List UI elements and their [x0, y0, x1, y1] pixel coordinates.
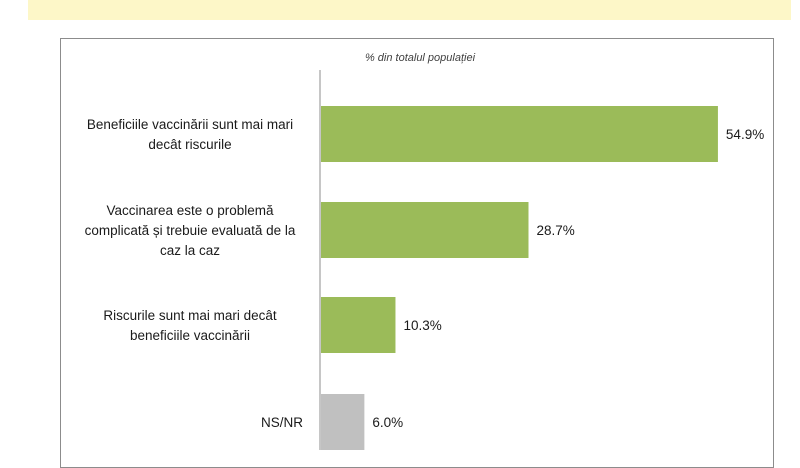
- value-label-4: 6.0%: [372, 415, 403, 430]
- category-label-line: NS/NR: [261, 415, 303, 430]
- value-label-3: 10.3%: [403, 318, 441, 333]
- category-label-line: Vaccinarea este o problemă: [106, 203, 274, 218]
- category-label-4: NS/NR: [261, 415, 303, 430]
- chart-subtitle: % din totalul populației: [365, 52, 476, 64]
- top-banner: [28, 0, 791, 20]
- value-label-1: 54.9%: [726, 127, 764, 142]
- value-label-2: 28.7%: [537, 223, 575, 238]
- category-label-line: beneficiile vaccinării: [130, 328, 250, 343]
- category-label-line: Riscurile sunt mai mari decât: [103, 308, 277, 323]
- category-label-line: caz la caz: [160, 243, 220, 258]
- category-label-line: Beneficiile vaccinării sunt mai mari: [87, 117, 293, 132]
- category-label-2: Vaccinarea este o problemă complicată și …: [85, 203, 296, 258]
- bar-1: [321, 106, 718, 162]
- category-label-line: complicată și trebuie evaluată de la: [85, 223, 296, 238]
- bars-layer: [321, 106, 718, 450]
- category-label-line: decât riscurile: [148, 137, 231, 152]
- category-label-1: Beneficiile vaccinării sunt mai mari decâ…: [87, 117, 293, 152]
- bar-chart: % din totalul populației 54.9% Beneficiil…: [85, 52, 765, 450]
- bar-3: [321, 297, 396, 353]
- bar-2: [321, 202, 529, 258]
- bar-4: [321, 394, 365, 450]
- category-label-3: Riscurile sunt mai mari decât beneficiile…: [103, 308, 277, 343]
- labels-layer: 54.9% Beneficiile vaccinării sunt mai mar…: [85, 117, 765, 430]
